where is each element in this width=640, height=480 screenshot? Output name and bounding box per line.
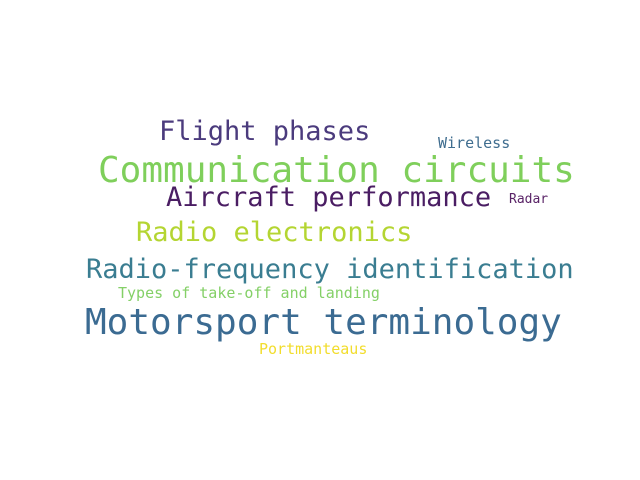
word-communication-circuits: Communication circuits: [98, 150, 575, 191]
word-radar: Radar: [509, 192, 549, 207]
word-flight-phases: Flight phases: [159, 116, 371, 147]
word-types-of-take-off-and-landing: Types of take-off and landing: [118, 284, 380, 302]
word-portmanteaus: Portmanteaus: [259, 340, 368, 358]
word-radio-electronics: Radio electronics: [136, 217, 413, 248]
word-motorsport-terminology: Motorsport terminology: [85, 302, 562, 343]
word-radio-frequency-identification: Radio-frequency identification: [86, 254, 574, 285]
word-aircraft-performance: Aircraft performance: [166, 182, 492, 213]
word-wireless: Wireless: [438, 134, 511, 152]
